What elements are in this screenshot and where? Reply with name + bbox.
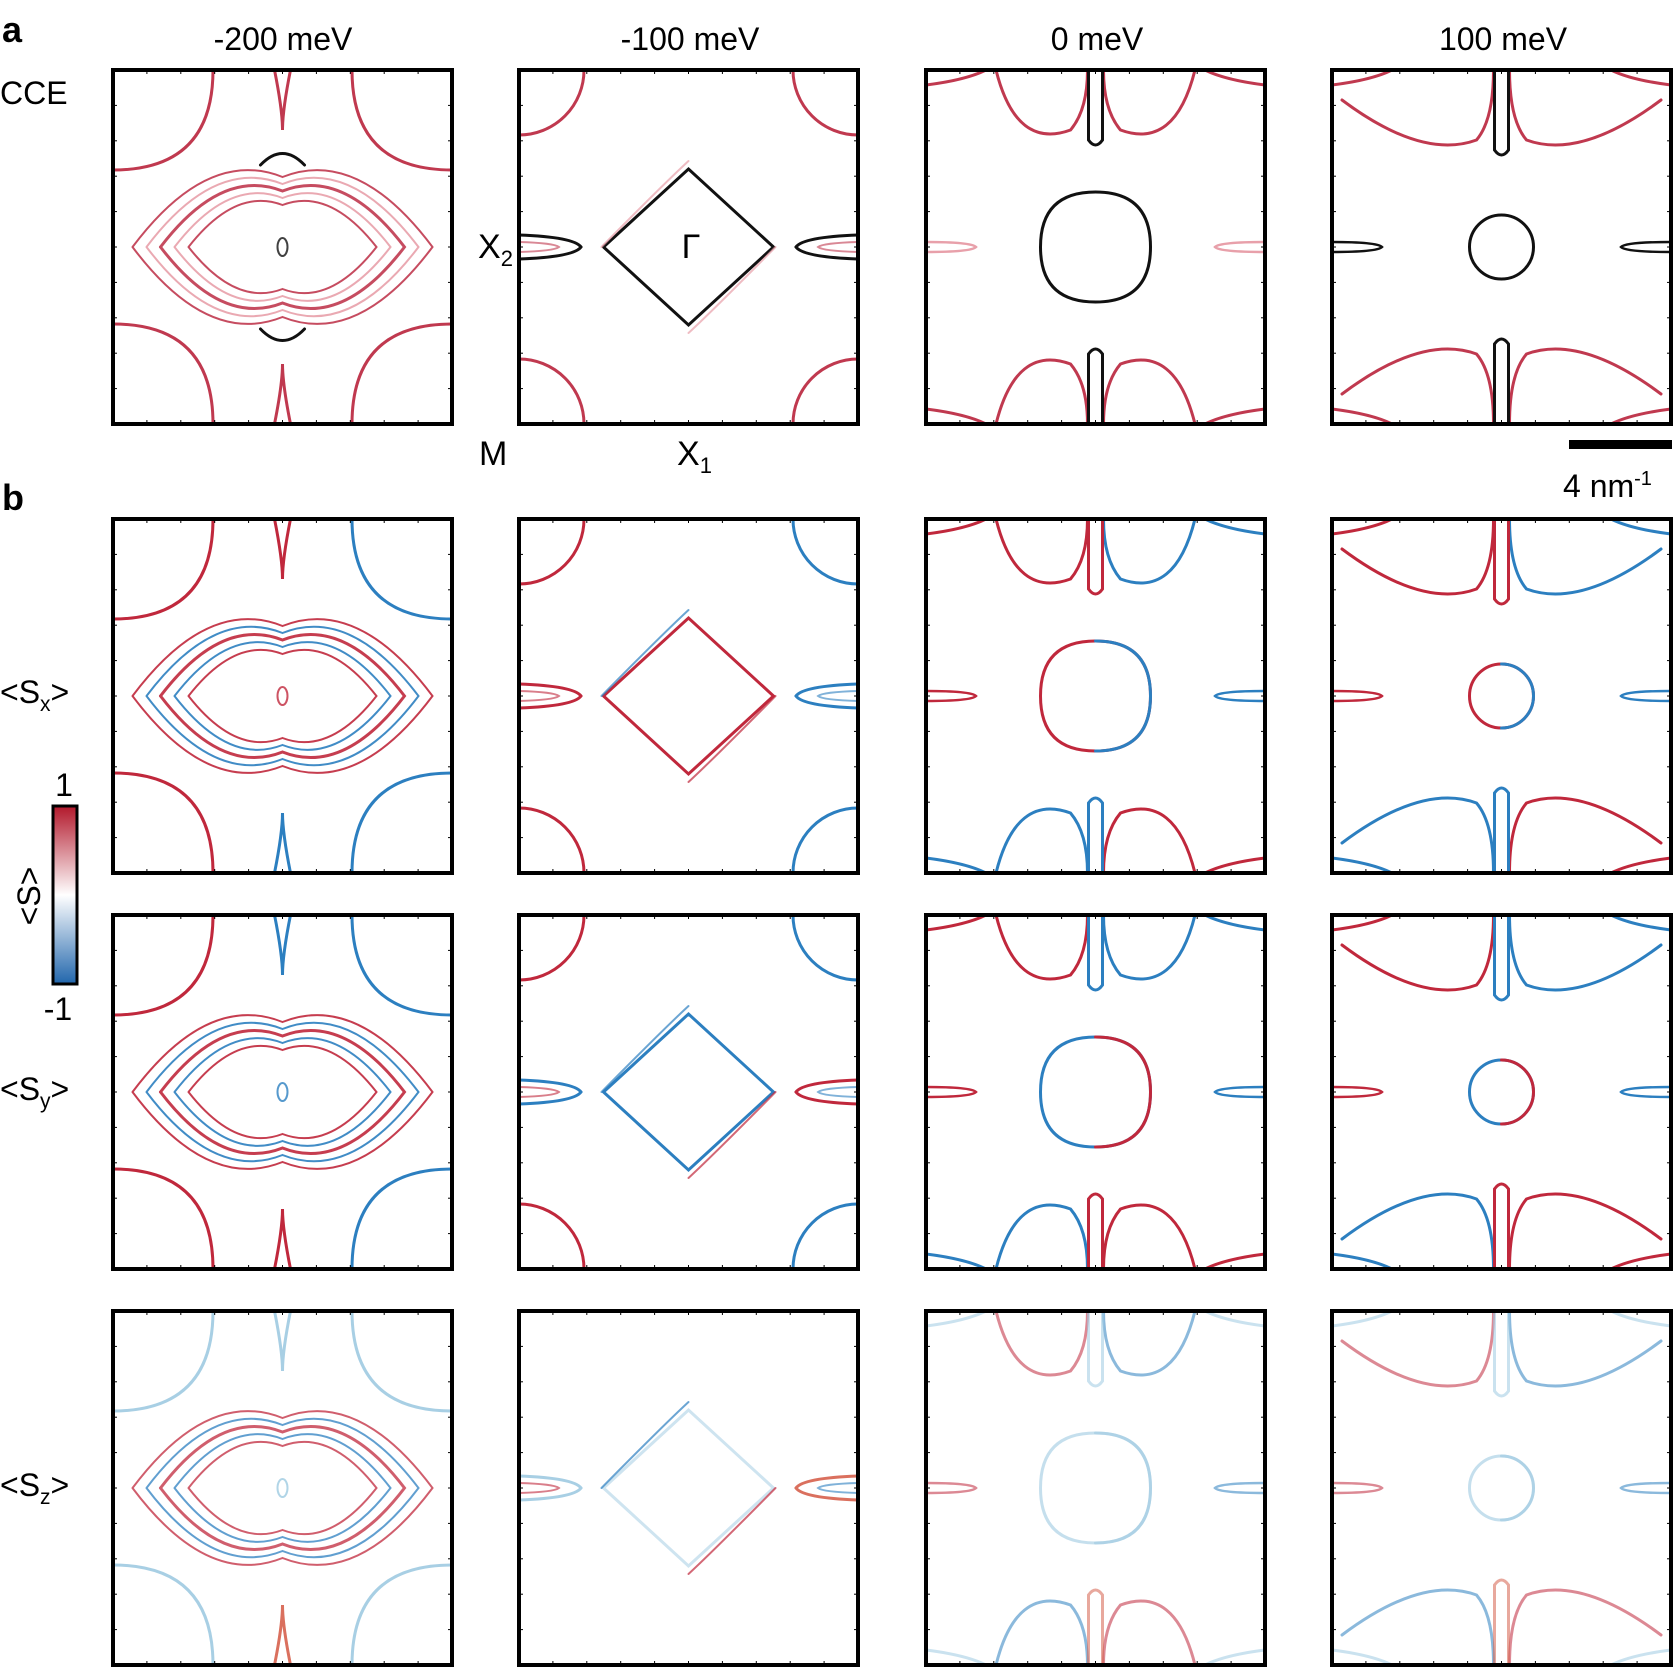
- contour-panel-sz-4: [1330, 1309, 1673, 1667]
- x2-point-label: X2: [478, 228, 513, 271]
- colorbar: [51, 804, 79, 986]
- m-point-label: M: [479, 435, 507, 473]
- x1-point-label: X1: [677, 435, 712, 478]
- energy-header: -100 meV: [621, 21, 760, 57]
- contour-panel-sx-2: [517, 517, 860, 875]
- contour-panel-sz-2: [517, 1309, 860, 1667]
- contour-panel-cce-2: [517, 68, 860, 426]
- energy-header: -200 meV: [214, 21, 353, 57]
- row-label-sz: <Sz>: [0, 1467, 69, 1509]
- contour-panel-sz-1: [111, 1309, 454, 1667]
- contour-panel-cce-1: [111, 68, 454, 426]
- scale-bar-label: 4 nm-1: [1563, 468, 1652, 504]
- contour-panel-sy-4: [1330, 913, 1673, 1271]
- contour-panel-sx-1: [111, 517, 454, 875]
- contour-panel-sz-3: [924, 1309, 1267, 1667]
- colorbar-min-label: -1: [44, 991, 72, 1027]
- row-label-sy: <Sy>: [0, 1071, 69, 1113]
- energy-header: 0 meV: [1051, 21, 1144, 57]
- contour-panel-sx-4: [1330, 517, 1673, 875]
- colorbar-title: <S>: [11, 867, 47, 926]
- contour-panel-sy-1: [111, 913, 454, 1271]
- row-label-cce: CCE: [0, 75, 68, 111]
- contour-panel-sx-3: [924, 517, 1267, 875]
- energy-header: 100 meV: [1439, 21, 1568, 57]
- scale-bar: [1569, 440, 1672, 449]
- panel-label-a: a: [2, 9, 23, 50]
- panel-label-b: b: [2, 477, 24, 518]
- contour-panel-sy-2: [517, 913, 860, 1271]
- contour-panel-sy-3: [924, 913, 1267, 1271]
- gamma-point-label: Γ: [682, 228, 701, 266]
- row-label-sx: <Sx>: [0, 674, 69, 716]
- contour-panel-cce-4: [1330, 68, 1673, 426]
- contour-panel-cce-3: [924, 68, 1267, 426]
- colorbar-max-label: 1: [55, 767, 73, 803]
